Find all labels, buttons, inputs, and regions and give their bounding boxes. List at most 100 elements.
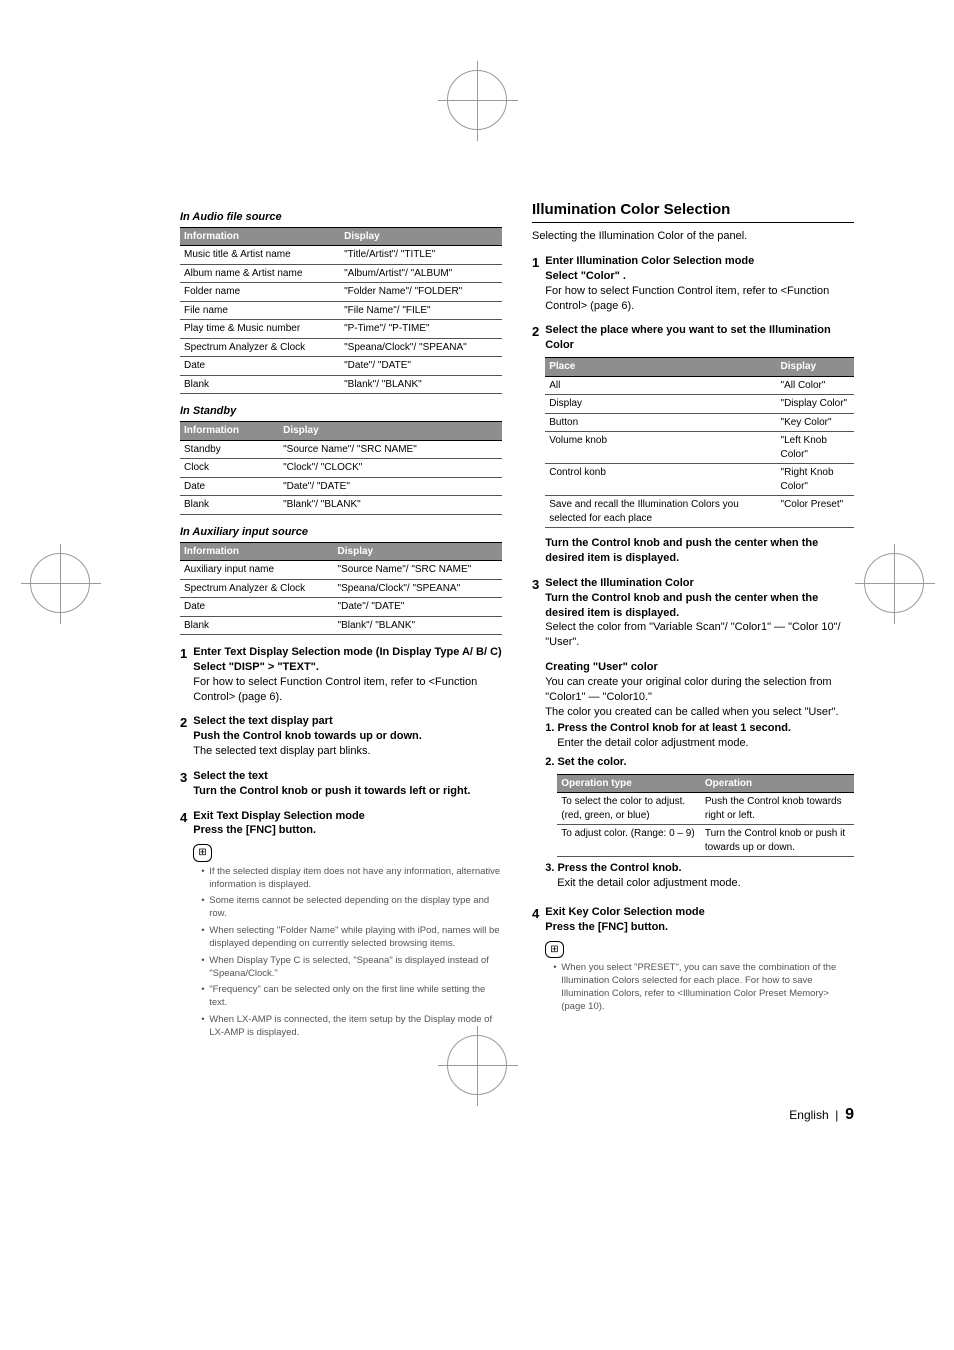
- sub-steps: 1. Press the Control knob for at least 1…: [545, 721, 854, 891]
- step-body: Select the Illumination Color Turn the C…: [545, 576, 854, 895]
- table-row: Button"Key Color": [545, 413, 854, 432]
- step-number: 4: [180, 809, 187, 1044]
- list-item: When you select "PRESET", you can save t…: [553, 962, 854, 1013]
- step-bold: Press the [FNC] button.: [545, 920, 854, 935]
- sub-step-3: 3. Press the Control knob. Exit the deta…: [545, 861, 854, 891]
- table-cell: "Date"/ "DATE": [340, 357, 502, 376]
- left-column: In Audio file source InformationDisplay …: [180, 200, 502, 1044]
- step-select: Select "DISP" > "TEXT".: [193, 660, 502, 675]
- table-cell: Date: [180, 357, 340, 376]
- table-row: Blank"Blank"/ "BLANK": [180, 616, 502, 635]
- table-row: Volume knob"Left Knob Color": [545, 432, 854, 464]
- table-cell: Blank: [180, 616, 334, 635]
- table-cell: Push the Control knob towards right or l…: [701, 793, 854, 825]
- table-row: Album name & Artist name"Album/Artist"/ …: [180, 264, 502, 283]
- table-cell: "Speana/Clock"/ "SPEANA": [340, 338, 502, 357]
- th-op: Operation: [701, 774, 854, 793]
- right-column: Illumination Color Selection Selecting t…: [532, 200, 854, 1044]
- notes-list-right: When you select "PRESET", you can save t…: [545, 962, 854, 1013]
- table-cell: Display: [545, 395, 776, 414]
- step-lead: Select the Illumination Color: [545, 576, 854, 591]
- th-info: Information: [180, 422, 279, 441]
- table-cell: File name: [180, 301, 340, 320]
- sub-step-2: 2. Set the color. Operation typeOperatio…: [545, 755, 854, 857]
- table-cell: "Blank"/ "BLANK": [334, 616, 502, 635]
- th-display: Display: [334, 542, 502, 561]
- step-text: Select the color from "Variable Scan"/ "…: [545, 620, 854, 650]
- sub-desc: Exit the detail color adjustment mode.: [545, 876, 854, 891]
- sub-num: 2.: [545, 756, 557, 768]
- th-place: Place: [545, 358, 776, 377]
- table-row: Spectrum Analyzer & Clock"Speana/Clock"/…: [180, 579, 502, 598]
- table-cell: Music title & Artist name: [180, 246, 340, 265]
- table-cell: Auxiliary input name: [180, 561, 334, 580]
- table-cell: "File Name"/ "FILE": [340, 301, 502, 320]
- table-cell: Standby: [180, 440, 279, 459]
- table-cell: Folder name: [180, 283, 340, 302]
- r-step-1: 1 Enter Illumination Color Selection mod…: [532, 254, 854, 313]
- step-3: 3 Select the text Turn the Control knob …: [180, 769, 502, 799]
- table-cell: Volume knob: [545, 432, 776, 464]
- table-cell: "Blank"/ "BLANK": [340, 375, 502, 394]
- step-lead: Enter Text Display Selection mode (In Di…: [193, 645, 502, 660]
- table-cell: Blank: [180, 375, 340, 394]
- table-cell: Save and recall the Illumination Colors …: [545, 496, 776, 528]
- r-step-4: 4 Exit Key Color Selection mode Press th…: [532, 905, 854, 1017]
- r-step-3: 3 Select the Illumination Color Turn the…: [532, 576, 854, 895]
- table-cell: Button: [545, 413, 776, 432]
- step-number: 3: [180, 769, 187, 799]
- table-cell: To select the color to adjust. (red, gre…: [557, 793, 701, 825]
- table-cell: Spectrum Analyzer & Clock: [180, 579, 334, 598]
- sub-num: 3.: [545, 862, 557, 874]
- step-bold: Press the [FNC] button.: [193, 823, 502, 838]
- table-cell: "Date"/ "DATE": [334, 598, 502, 617]
- table-row: Save and recall the Illumination Colors …: [545, 496, 854, 528]
- table-cell: "Speana/Clock"/ "SPEANA": [334, 579, 502, 598]
- sub-title: Press the Control knob for at least 1 se…: [557, 722, 791, 734]
- r-step-2: 2 Select the place where you want to set…: [532, 323, 854, 565]
- crop-mark-bottom: [447, 1035, 507, 1095]
- table-cell: "P-Time"/ "P-TIME": [340, 320, 502, 339]
- table-row: Blank"Blank"/ "BLANK": [180, 375, 502, 394]
- th-display: Display: [340, 227, 502, 246]
- step-number: 2: [180, 714, 187, 759]
- step-body: Exit Text Display Selection mode Press t…: [193, 809, 502, 1044]
- step-text: For how to select Function Control item,…: [193, 675, 502, 705]
- list-item: When selecting "Folder Name" while playi…: [201, 925, 502, 951]
- page-footer: English | 9: [0, 1104, 954, 1126]
- step-lead: Enter Illumination Color Selection mode: [545, 254, 854, 269]
- step-bold: Turn the Control knob or push it towards…: [193, 784, 502, 799]
- step-number: 3: [532, 576, 539, 895]
- table-cell: Date: [180, 477, 279, 496]
- crop-mark-top: [447, 70, 507, 130]
- sub-desc: Enter the detail color adjustment mode.: [545, 736, 854, 751]
- page: In Audio file source InformationDisplay …: [0, 0, 954, 1165]
- table-row: To select the color to adjust. (red, gre…: [557, 793, 854, 825]
- table-row: Spectrum Analyzer & Clock"Speana/Clock"/…: [180, 338, 502, 357]
- table-operation: Operation typeOperation To select the co…: [557, 774, 854, 858]
- step-body: Select the place where you want to set t…: [545, 323, 854, 565]
- step-number: 4: [532, 905, 539, 1017]
- table-cell: "All Color": [777, 376, 854, 395]
- table-cell: "Right Knob Color": [777, 464, 854, 496]
- step-body: Exit Key Color Selection mode Press the …: [545, 905, 854, 1017]
- table-cell: Date: [180, 598, 334, 617]
- footer-page: 9: [845, 1106, 854, 1123]
- heading-standby: In Standby: [180, 404, 502, 419]
- th-optype: Operation type: [557, 774, 701, 793]
- table-cell: "Clock"/ "CLOCK": [279, 459, 502, 478]
- list-item: Some items cannot be selected depending …: [201, 895, 502, 921]
- table-cell: Play time & Music number: [180, 320, 340, 339]
- table-cell: Clock: [180, 459, 279, 478]
- crop-mark-right: [864, 553, 924, 613]
- heading-audio-file: In Audio file source: [180, 210, 502, 225]
- step-lead: Exit Text Display Selection mode: [193, 809, 502, 824]
- note-icon: ⊞: [193, 844, 211, 862]
- sub-title: Set the color.: [557, 756, 626, 768]
- step-2: 2 Select the text display part Push the …: [180, 714, 502, 759]
- step-lead: Select the text: [193, 769, 502, 784]
- table-cell: "Key Color": [777, 413, 854, 432]
- footer-sep: |: [835, 1108, 838, 1122]
- step-lead: Select the place where you want to set t…: [545, 323, 854, 353]
- step-1: 1 Enter Text Display Selection mode (In …: [180, 645, 502, 704]
